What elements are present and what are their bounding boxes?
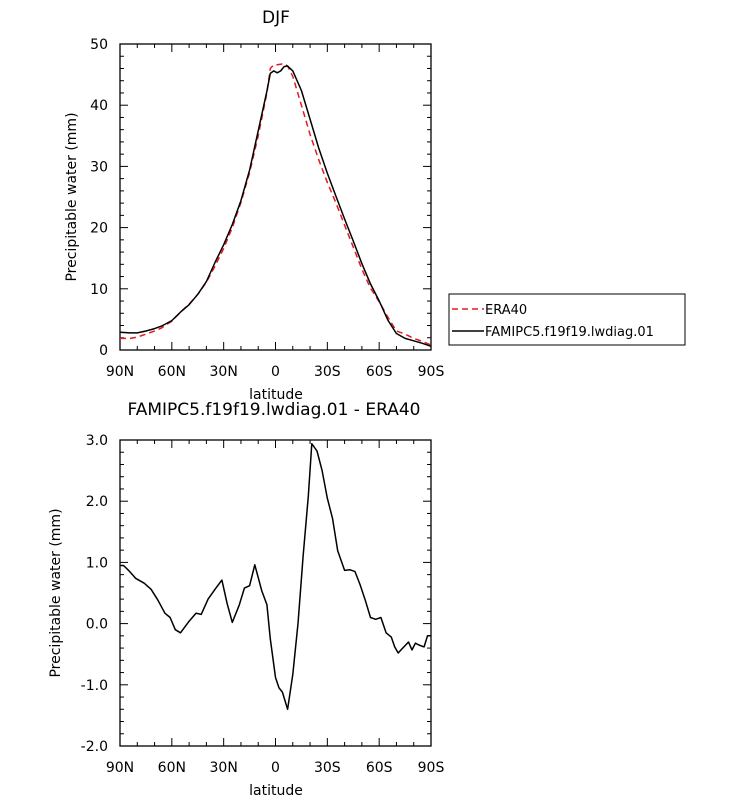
bottom-x-tick-label: 90S [418,760,445,776]
top-y-axis-label: Precipitable water (mm) [64,112,80,281]
top-chart-panel: DJF 0 10 20 30 40 50 90N 60N 30N 0 30S 60S 90S lati… [64,8,686,403]
top-plot-frame [119,43,432,351]
bottom-y-tick-label: 2.0 [86,494,108,510]
bottom-y-tick-label: 3.0 [86,433,108,449]
bottom-chart-title: FAMIPC5.f19f19.lwdiag.01 - ERA40 [128,400,421,420]
bottom-y-axis-label: Precipitable water (mm) [48,508,64,677]
top-y-tick-label: 20 [90,221,108,237]
bottom-x-tick-label: 90N [106,760,134,776]
bottom-y-tick-label: -2.0 [81,739,108,755]
bottom-y-tick-label: 1.0 [86,555,108,571]
top-x-axis: 90N 60N 30N 0 30S 60S 90S [106,44,445,380]
bottom-plot-frame [119,439,432,747]
bottom-x-axis-label: latitude [249,783,303,799]
top-chart-title: DJF [262,8,290,28]
top-series-line-famipc5-f19f19-lwdiag-01 [119,65,432,348]
bottom-x-tick-label: 60N [158,760,186,776]
top-x-tick-label: 0 [271,364,280,380]
top-y-tick-label: 10 [90,282,108,298]
bottom-chart-panel: FAMIPC5.f19f19.lwdiag.01 - ERA40 -2.0 -1.… [48,400,444,799]
top-x-tick-label: 60S [366,364,393,380]
bottom-x-tick-label: 30N [210,760,238,776]
bottom-y-tick-label: 0.0 [86,617,108,633]
top-y-tick-label: 0 [99,343,108,359]
top-x-tick-label: 90S [418,364,445,380]
top-x-tick-label: 30S [314,364,341,380]
legend-box [448,293,686,346]
top-y-axis: 0 10 20 30 40 50 [90,37,431,359]
top-x-tick-label: 90N [106,364,134,380]
legend-label-model: FAMIPC5.f19f19.lwdiag.01 [485,325,654,340]
bottom-x-axis: 90N 60N 30N 0 30S 60S 90S [106,440,445,776]
bottom-y-axis: -2.0 -1.0 0.0 1.0 2.0 3.0 [81,433,431,755]
legend-label-era40: ERA40 [485,303,527,318]
bottom-x-tick-label: 30S [314,760,341,776]
bottom-y-tick-label: -1.0 [81,678,108,694]
top-series-line-era40 [120,62,432,346]
top-y-tick-label: 50 [90,37,108,53]
top-y-tick-label: 40 [90,98,108,114]
legend: ERA40 FAMIPC5.f19f19.lwdiag.01 [448,293,686,346]
top-x-tick-label: 60N [158,364,186,380]
bottom-x-tick-label: 60S [366,760,393,776]
bottom-x-tick-label: 0 [271,760,280,776]
top-x-axis-label: latitude [249,387,303,403]
bottom-data-lines [120,442,431,711]
top-data-lines [119,62,432,348]
top-y-tick-label: 30 [90,159,108,175]
bottom-series-line-difference [120,442,431,711]
top-x-tick-label: 30N [210,364,238,380]
